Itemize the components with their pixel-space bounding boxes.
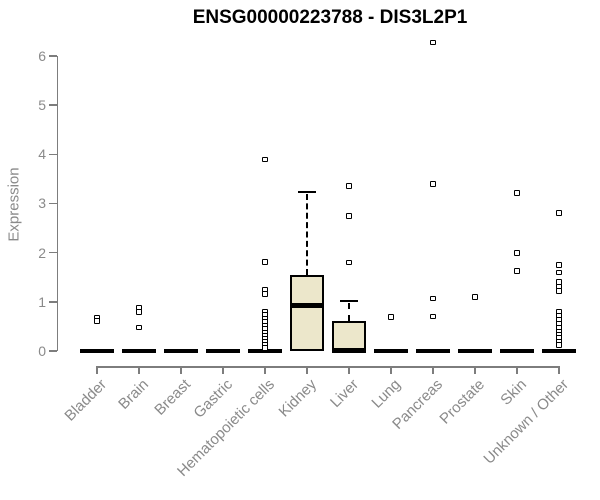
y-axis-line bbox=[56, 55, 58, 351]
outlier-point bbox=[430, 39, 436, 46]
outlier-point bbox=[556, 342, 562, 348]
collapsed-box-bar bbox=[374, 348, 408, 354]
outlier-point bbox=[346, 183, 352, 189]
outlier-point bbox=[556, 262, 562, 268]
outlier-point bbox=[94, 318, 100, 324]
outlier-point bbox=[514, 250, 520, 256]
whisker bbox=[306, 194, 308, 276]
x-axis-line bbox=[97, 366, 559, 368]
y-tick-label: 2 bbox=[38, 244, 46, 261]
x-category-label: Liver bbox=[326, 375, 363, 412]
whisker bbox=[348, 302, 350, 322]
outlier-point bbox=[430, 295, 436, 302]
x-category-label: Prostate bbox=[436, 375, 489, 428]
collapsed-box-bar bbox=[206, 348, 240, 354]
outlier-point bbox=[556, 269, 562, 276]
x-tick bbox=[264, 366, 266, 374]
collapsed-box-bar bbox=[164, 348, 198, 354]
outlier-point bbox=[514, 190, 520, 196]
y-tick bbox=[48, 55, 57, 57]
outlier-point bbox=[430, 313, 436, 320]
x-tick bbox=[516, 366, 518, 374]
y-tick bbox=[48, 301, 57, 303]
x-tick bbox=[180, 366, 182, 374]
x-tick bbox=[390, 366, 392, 374]
collapsed-box-bar bbox=[458, 348, 492, 354]
chart-title: ENSG00000223788 - DIS3L2P1 bbox=[192, 7, 468, 28]
outlier-point bbox=[514, 268, 520, 274]
x-tick bbox=[348, 366, 350, 374]
collapsed-box-bar bbox=[542, 348, 576, 354]
x-category-label: Breast bbox=[151, 375, 195, 419]
collapsed-box-bar bbox=[80, 348, 114, 354]
y-tick bbox=[48, 202, 57, 205]
box bbox=[290, 275, 324, 351]
x-tick bbox=[558, 366, 560, 374]
outlier-point bbox=[262, 156, 268, 163]
box-median bbox=[332, 347, 366, 353]
y-tick-label: 3 bbox=[38, 195, 46, 212]
x-tick bbox=[306, 366, 308, 374]
y-tick bbox=[48, 153, 57, 156]
x-category-label: Kidney bbox=[275, 375, 321, 421]
outlier-point bbox=[388, 314, 394, 320]
outlier-point bbox=[556, 210, 562, 216]
box bbox=[332, 321, 366, 351]
y-tick bbox=[48, 350, 57, 352]
outlier-point bbox=[262, 345, 268, 351]
x-tick bbox=[138, 366, 140, 374]
x-category-label: Bladder bbox=[61, 375, 111, 425]
y-tick bbox=[48, 251, 57, 254]
x-category-label: Lung bbox=[368, 375, 405, 412]
outlier-point bbox=[472, 294, 478, 300]
outlier-point bbox=[430, 181, 436, 187]
x-tick bbox=[432, 366, 434, 374]
outlier-point bbox=[136, 309, 142, 315]
whisker-cap bbox=[298, 190, 316, 194]
y-tick-label: 4 bbox=[38, 146, 46, 163]
collapsed-box-bar bbox=[248, 348, 282, 354]
y-tick bbox=[48, 104, 57, 106]
outlier-point bbox=[556, 288, 562, 294]
collapsed-box-bar bbox=[122, 348, 156, 354]
x-category-label: Brain bbox=[115, 375, 153, 413]
outlier-point bbox=[262, 291, 268, 297]
x-tick bbox=[222, 366, 224, 374]
box-median bbox=[290, 303, 324, 309]
x-category-label: Skin bbox=[497, 375, 531, 409]
y-tick-label: 1 bbox=[38, 293, 46, 310]
collapsed-box-bar bbox=[500, 348, 534, 354]
outlier-point bbox=[136, 324, 142, 331]
y-tick-label: 5 bbox=[38, 97, 46, 114]
outlier-point bbox=[262, 259, 268, 265]
y-tick-label: 6 bbox=[38, 47, 46, 64]
whisker-cap bbox=[340, 299, 358, 303]
outlier-point bbox=[346, 213, 352, 219]
x-tick bbox=[474, 366, 476, 374]
outlier-point bbox=[346, 259, 352, 266]
x-tick bbox=[96, 366, 98, 374]
y-tick-label: 0 bbox=[38, 343, 46, 359]
collapsed-box-bar bbox=[416, 348, 450, 354]
